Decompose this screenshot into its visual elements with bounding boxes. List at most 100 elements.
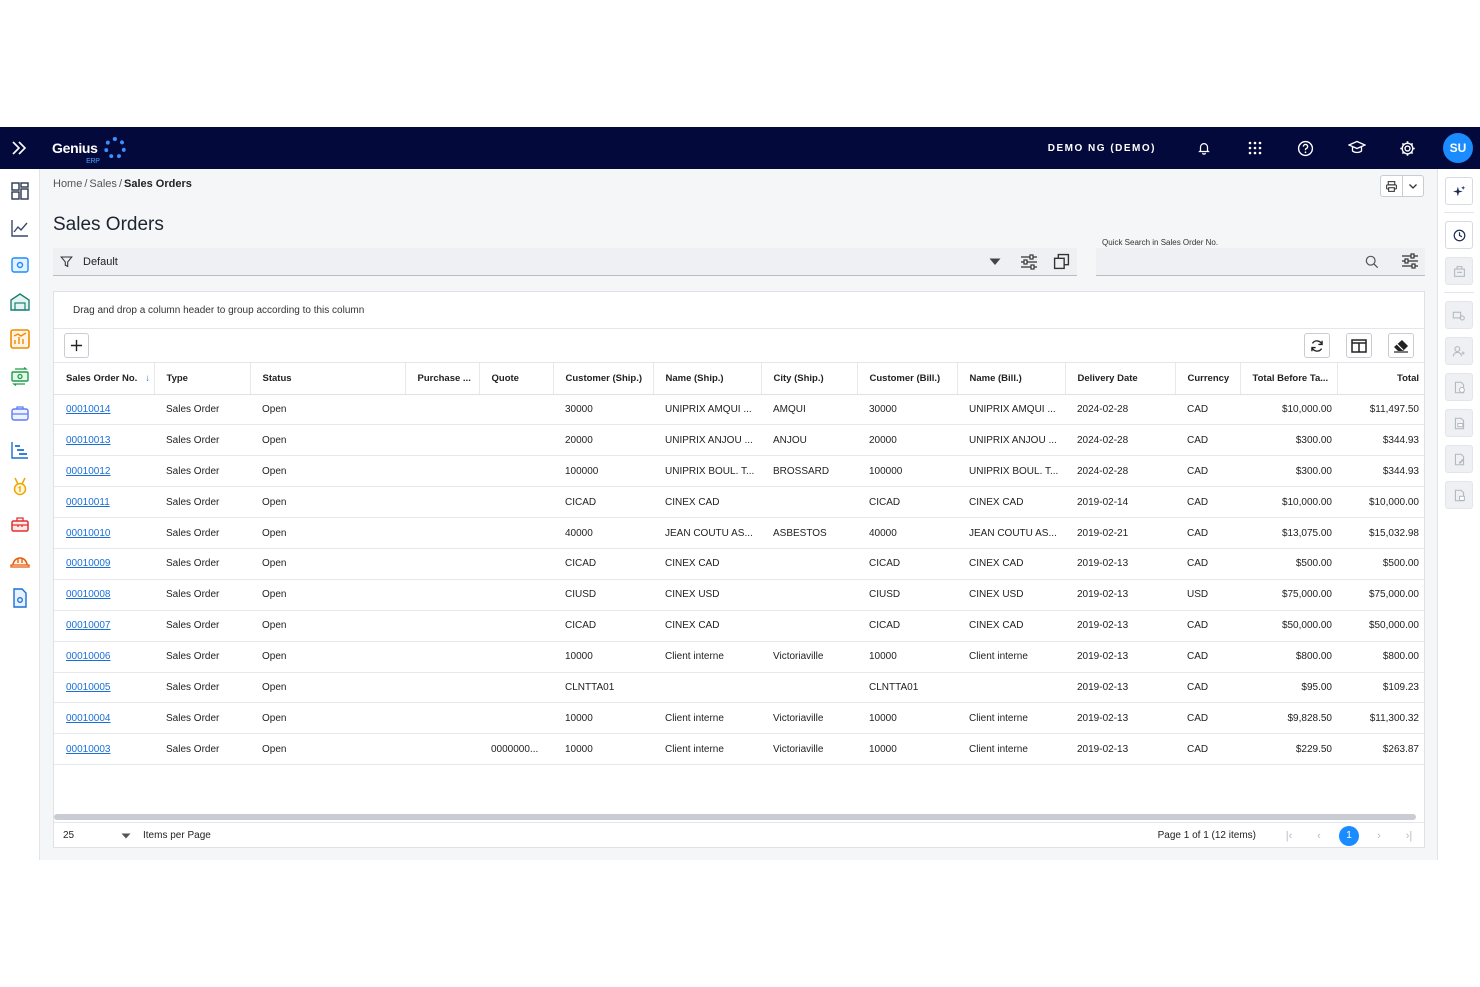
sidebar-item-analytics[interactable] [0,209,40,246]
user-avatar[interactable]: SU [1443,133,1473,163]
column-header-type[interactable]: Type [153,363,250,395]
previous-page-button[interactable]: ‹ [1317,829,1321,842]
learning-button[interactable] [1331,127,1382,169]
table-row[interactable]: 00010012 Sales Order Open 100000 UNIPRIX BOU… [54,455,1424,488]
column-header-quote[interactable]: Quote [478,363,553,395]
delivery-action-button[interactable] [1445,409,1473,437]
table-row[interactable]: 00010004 Sales Order Open 10000 Client inter… [54,702,1424,735]
current-page-button[interactable]: 1 [1339,825,1359,846]
column-header-name-bill[interactable]: Name (Bill.) [956,363,1065,395]
sales-order-link[interactable]: 00010006 [66,651,111,663]
sidebar-item-finance[interactable] [0,357,40,394]
table-row[interactable]: 00010005 Sales Order Open CLNTTA01 CLNTTA01 2… [54,672,1424,704]
page-size-select[interactable]: 25 [63,830,131,841]
cell-status: Open [250,486,405,519]
column-header-status[interactable]: Status [249,363,405,395]
sidebar-item-sales[interactable] [0,320,40,357]
warehouse-action-button[interactable] [1445,257,1473,285]
genius-erp-logo[interactable]: Genius ERP [52,137,126,165]
sales-order-link[interactable]: 00010013 [66,434,111,446]
sidebar-item-planning[interactable] [0,431,40,468]
column-header-sales-order-no[interactable]: Sales Order No. ↓ [54,363,154,395]
sales-order-link[interactable]: 00010008 [66,589,111,601]
refresh-button[interactable] [1304,333,1330,358]
view-filter-select[interactable]: Default [53,248,1077,276]
horizontal-scrollbar[interactable] [54,814,1416,820]
table-row[interactable]: 00010011 Sales Order Open CICAD CINEX CAD CIC… [54,486,1424,519]
column-header-total[interactable]: Total [1336,363,1424,395]
building-icon [1453,265,1465,277]
shipment-action-button[interactable] [1445,301,1473,329]
sidebar-item-service[interactable] [0,505,40,542]
add-order-button[interactable] [64,333,89,358]
column-chooser-button[interactable] [1346,333,1372,358]
cell-quote [479,424,553,457]
table-row[interactable]: 00010013 Sales Order Open 20000 UNIPRIX ANJO… [54,424,1424,457]
sales-order-link[interactable]: 00010014 [66,403,111,415]
group-drop-panel[interactable]: Drag and drop a column header to group a… [54,292,1424,329]
company-name[interactable]: DEMO NG (DEMO) [1047,142,1156,154]
column-header-currency[interactable]: Currency [1174,363,1240,395]
sales-order-link[interactable]: 00010004 [66,712,111,724]
clear-filters-button[interactable] [1388,333,1414,358]
column-header-purchase[interactable]: Purchase ... [404,363,479,395]
notifications-button[interactable] [1178,127,1229,169]
cell-sales-order-no: 00010003 [54,733,154,766]
print-button[interactable] [1381,176,1402,196]
table-row[interactable]: 00010014 Sales Order Open 30000 UNIPRIX AMQU… [54,394,1424,426]
help-button[interactable] [1280,127,1331,169]
edit-document-action-button[interactable] [1445,445,1473,473]
quick-search-input[interactable] [1096,248,1425,276]
refresh-icon [1311,339,1323,352]
cell-currency: CAD [1175,455,1240,488]
filter-settings-button[interactable] [1013,253,1045,270]
sidebar-item-projects[interactable] [0,542,40,579]
table-row[interactable]: 00010003 Sales Order Open 0000000... 10000 Cl… [54,733,1424,766]
column-header-city-ship[interactable]: City (Ship.) [760,363,857,395]
sales-order-link[interactable]: 00010003 [66,743,111,755]
sidebar-item-purchasing[interactable] [0,394,40,431]
pager: 25 Items per Page Page 1 of 1 (12 items)… [54,822,1424,848]
sales-order-link[interactable]: 00010011 [66,496,110,508]
report-action-button[interactable] [1445,481,1473,509]
print-options-button[interactable] [1402,176,1423,196]
breadcrumb-home[interactable]: Home [53,178,83,190]
column-header-customer-ship[interactable]: Customer (Ship.) [552,363,653,395]
sort-arrow-down-icon: ↓ [145,372,151,384]
settings-button[interactable] [1382,127,1433,169]
column-header-total-before-tax[interactable]: Total Before Ta... [1239,363,1337,395]
sales-order-link[interactable]: 00010007 [66,620,111,632]
search-options-sliders-icon[interactable] [1401,253,1419,269]
sidebar-item-warehouse[interactable] [0,283,40,320]
history-button[interactable] [1445,221,1473,249]
table-row[interactable]: 00010008 Sales Order Open CIUSD CINEX USD CIU… [54,579,1424,611]
sidebar-item-admin[interactable] [0,246,40,283]
sidebar-item-quality[interactable] [0,468,40,505]
table-row[interactable]: 00010010 Sales Order Open 40000 JEAN COUTU A… [54,517,1424,549]
table-row[interactable]: 00010006 Sales Order Open 10000 Client inter… [54,641,1424,673]
column-header-customer-bill[interactable]: Customer (Bill.) [856,363,957,395]
sales-order-link[interactable]: 00010005 [66,681,111,693]
search-icon[interactable] [1365,255,1379,269]
next-page-button[interactable]: › [1377,829,1381,842]
sales-order-link[interactable]: 00010010 [66,527,111,539]
sidebar-item-documents[interactable] [0,579,40,616]
sales-order-link[interactable]: 00010009 [66,558,111,570]
sidebar-item-dashboard[interactable] [0,172,40,209]
ai-assistant-button[interactable] [1445,177,1473,205]
column-header-delivery-date[interactable]: Delivery Date [1064,363,1175,395]
column-header-name-ship[interactable]: Name (Ship.) [652,363,761,395]
table-row[interactable]: 00010009 Sales Order Open CICAD CINEX CAD CIC… [54,548,1424,580]
table-row[interactable]: 00010007 Sales Order Open CICAD CINEX CAD CIC… [54,610,1424,642]
last-page-button[interactable]: ›| [1405,829,1413,842]
invoice-action-button[interactable] [1445,373,1473,401]
cell-city-ship: ANJOU [761,424,857,457]
customer-action-button[interactable] [1445,337,1473,365]
sales-order-link[interactable]: 00010012 [66,465,111,477]
apps-button[interactable] [1229,127,1280,169]
cell-name-ship: UNIPRIX BOUL. T... [653,455,761,488]
breadcrumb-sales[interactable]: Sales [89,178,117,190]
expand-menu-button[interactable] [0,127,38,169]
first-page-button[interactable]: |‹ [1285,829,1293,842]
duplicate-view-button[interactable] [1045,253,1077,270]
